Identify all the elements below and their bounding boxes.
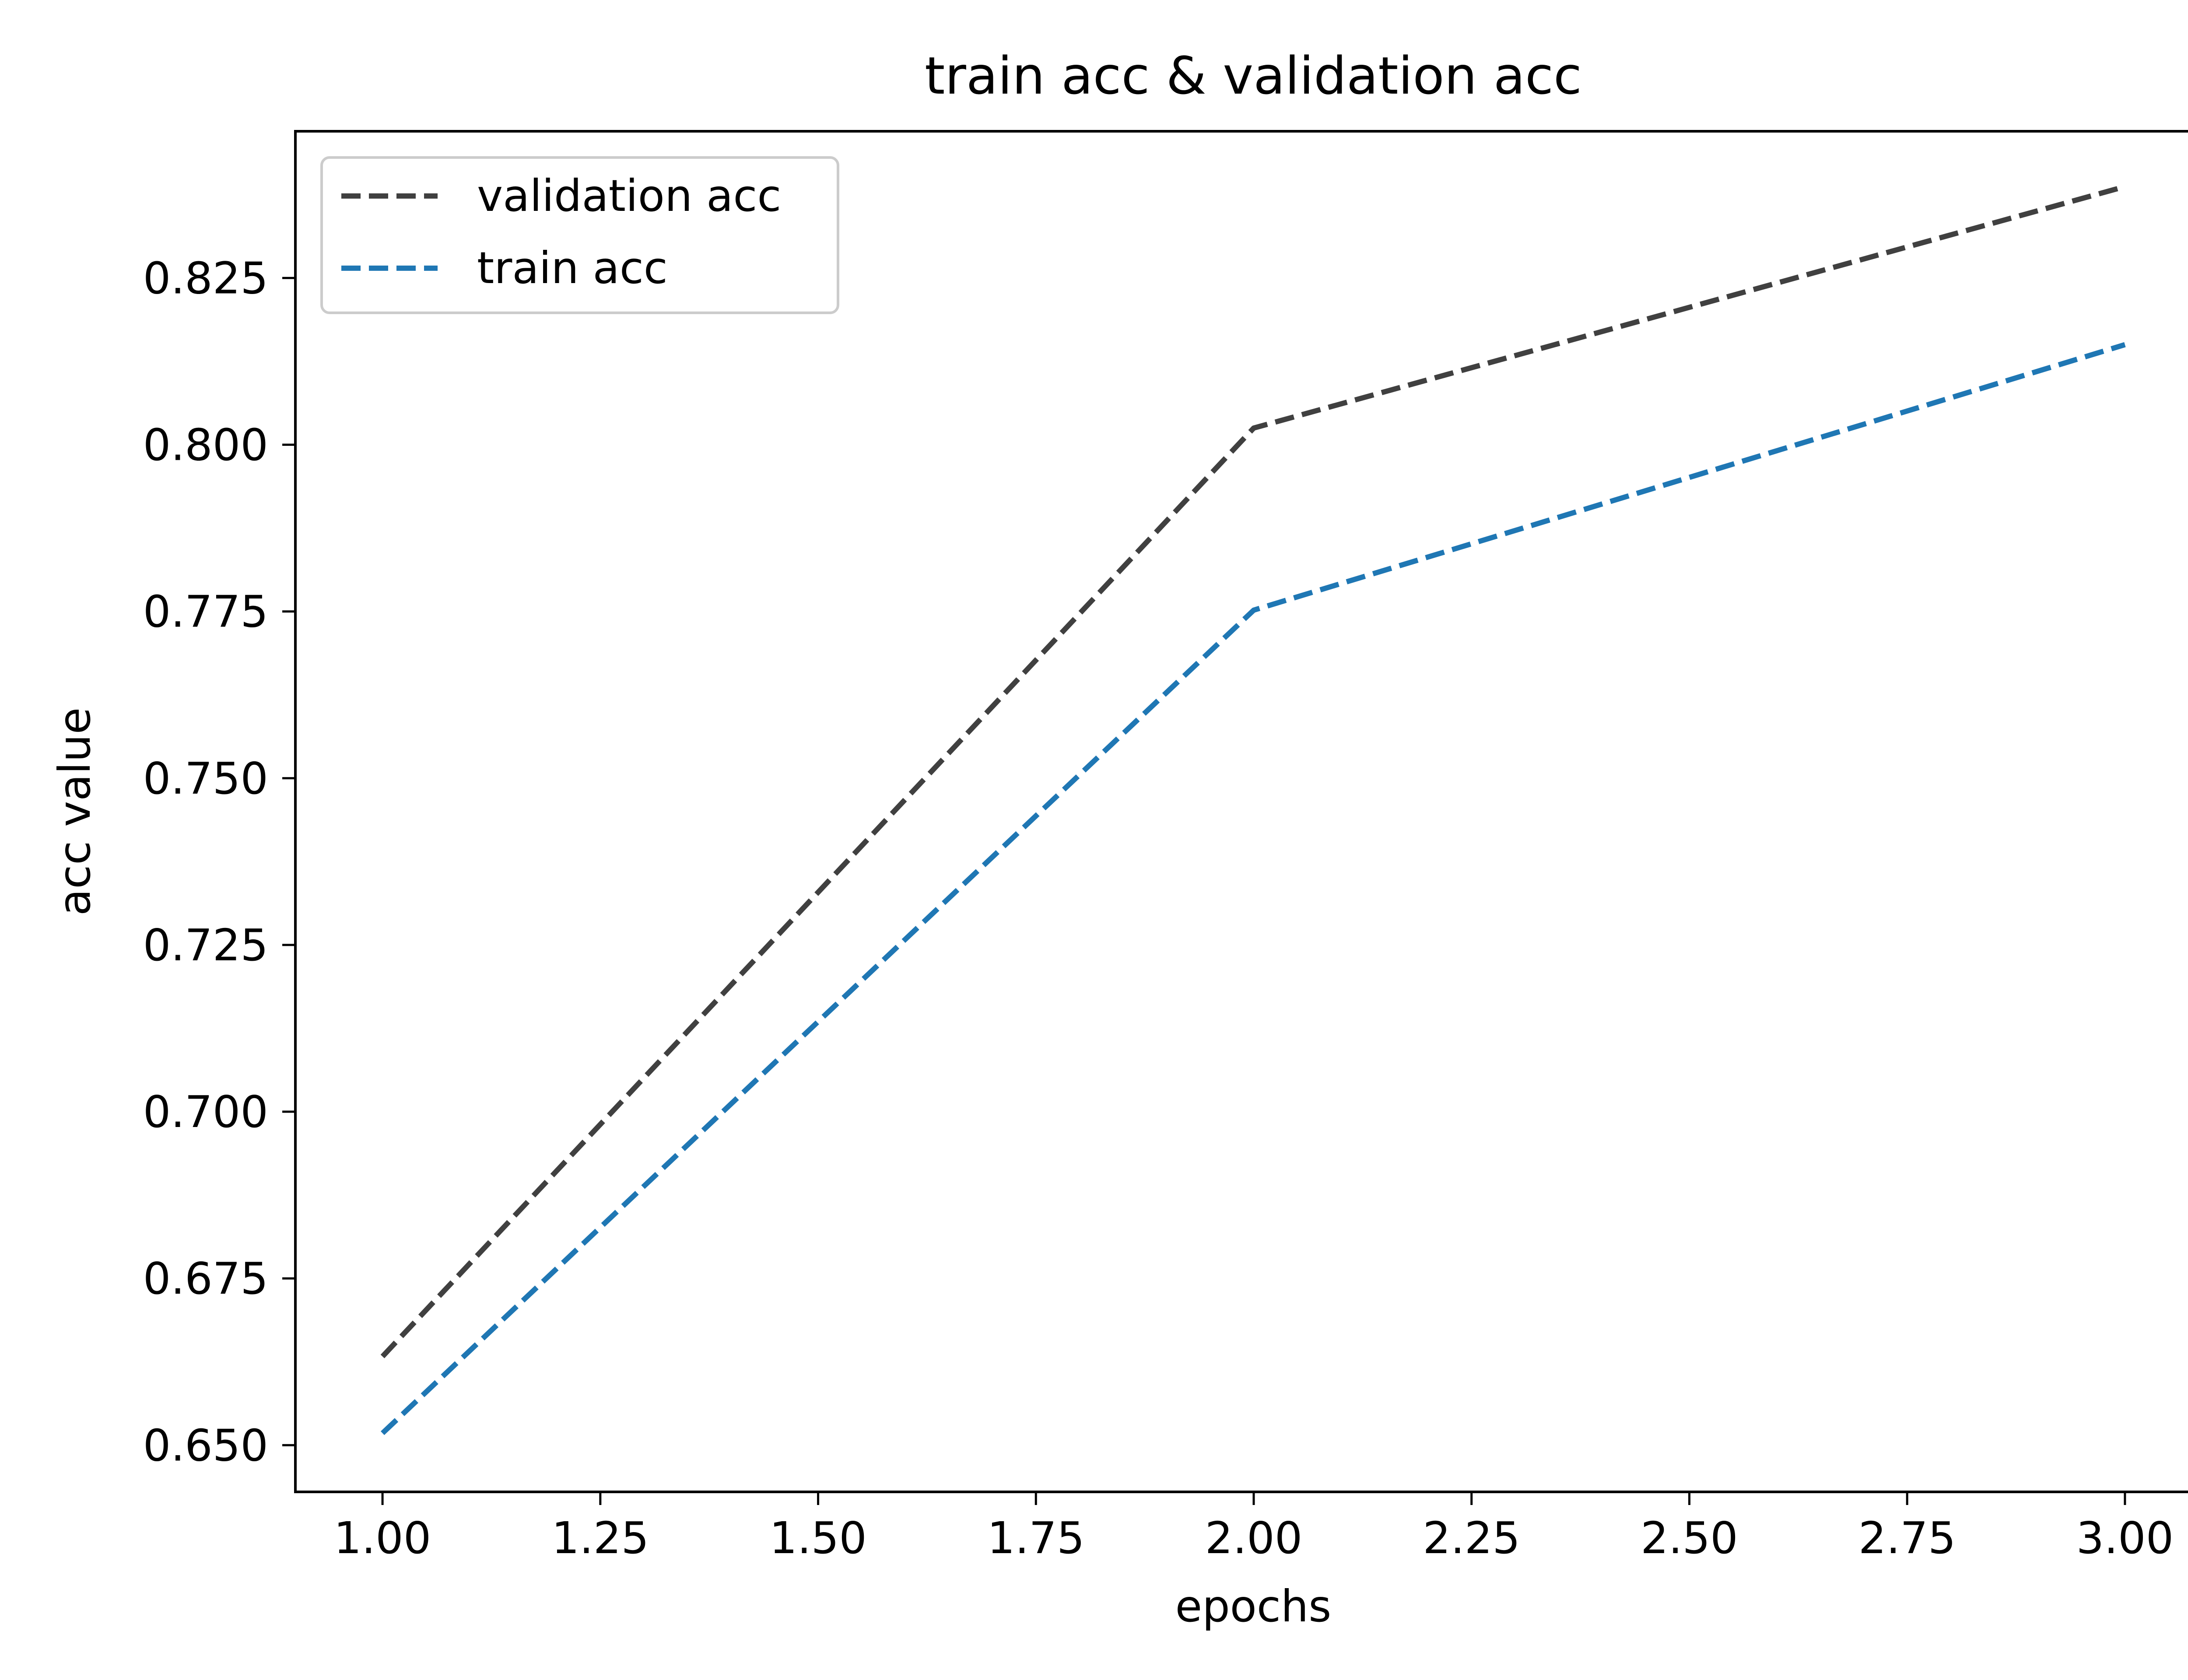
x-tick-label: 1.00 <box>334 1512 431 1564</box>
x-tick-label: 1.50 <box>769 1512 867 1564</box>
x-tick-label: 3.00 <box>2076 1512 2174 1564</box>
plot-frame <box>294 130 2188 1493</box>
x-axis: 1.00 1.25 1.50 1.75 2.00 2.25 2.50 2.75 3.00 <box>334 1492 2174 1564</box>
y-axis-label: acc value <box>49 707 100 916</box>
y-axis: 0.650 0.675 0.700 0.725 0.750 0.775 0.800 0.825 <box>143 252 295 1471</box>
y-tick-label: 0.725 <box>143 920 268 971</box>
legend-validation-label: validation acc <box>477 170 781 221</box>
x-tick-label: 1.75 <box>987 1512 1085 1564</box>
y-tick-label: 0.675 <box>143 1253 268 1304</box>
y-tick-label: 0.825 <box>143 252 268 304</box>
y-tick-label: 0.750 <box>143 753 268 804</box>
x-tick-label: 2.50 <box>1641 1512 1738 1564</box>
x-tick-label: 2.75 <box>1858 1512 1956 1564</box>
x-tick-label: 2.25 <box>1423 1512 1520 1564</box>
x-tick-label: 2.00 <box>1205 1512 1303 1564</box>
x-tick-label: 1.25 <box>551 1512 649 1564</box>
series-line-validation-acc <box>380 184 2126 1358</box>
legend-train-label: train acc <box>477 242 668 294</box>
series-line-train-acc <box>380 342 2126 1435</box>
chart-title: train acc & validation acc <box>925 46 1582 106</box>
y-tick-label: 0.700 <box>143 1086 268 1138</box>
legend: validation acc train acc <box>320 156 839 314</box>
x-axis-label: epochs <box>1175 1581 1332 1632</box>
legend-box <box>320 156 839 314</box>
y-tick-label: 0.800 <box>143 420 268 471</box>
y-tick-label: 0.650 <box>143 1420 268 1471</box>
plot-series <box>380 184 2126 1435</box>
y-tick-label: 0.775 <box>143 586 268 637</box>
